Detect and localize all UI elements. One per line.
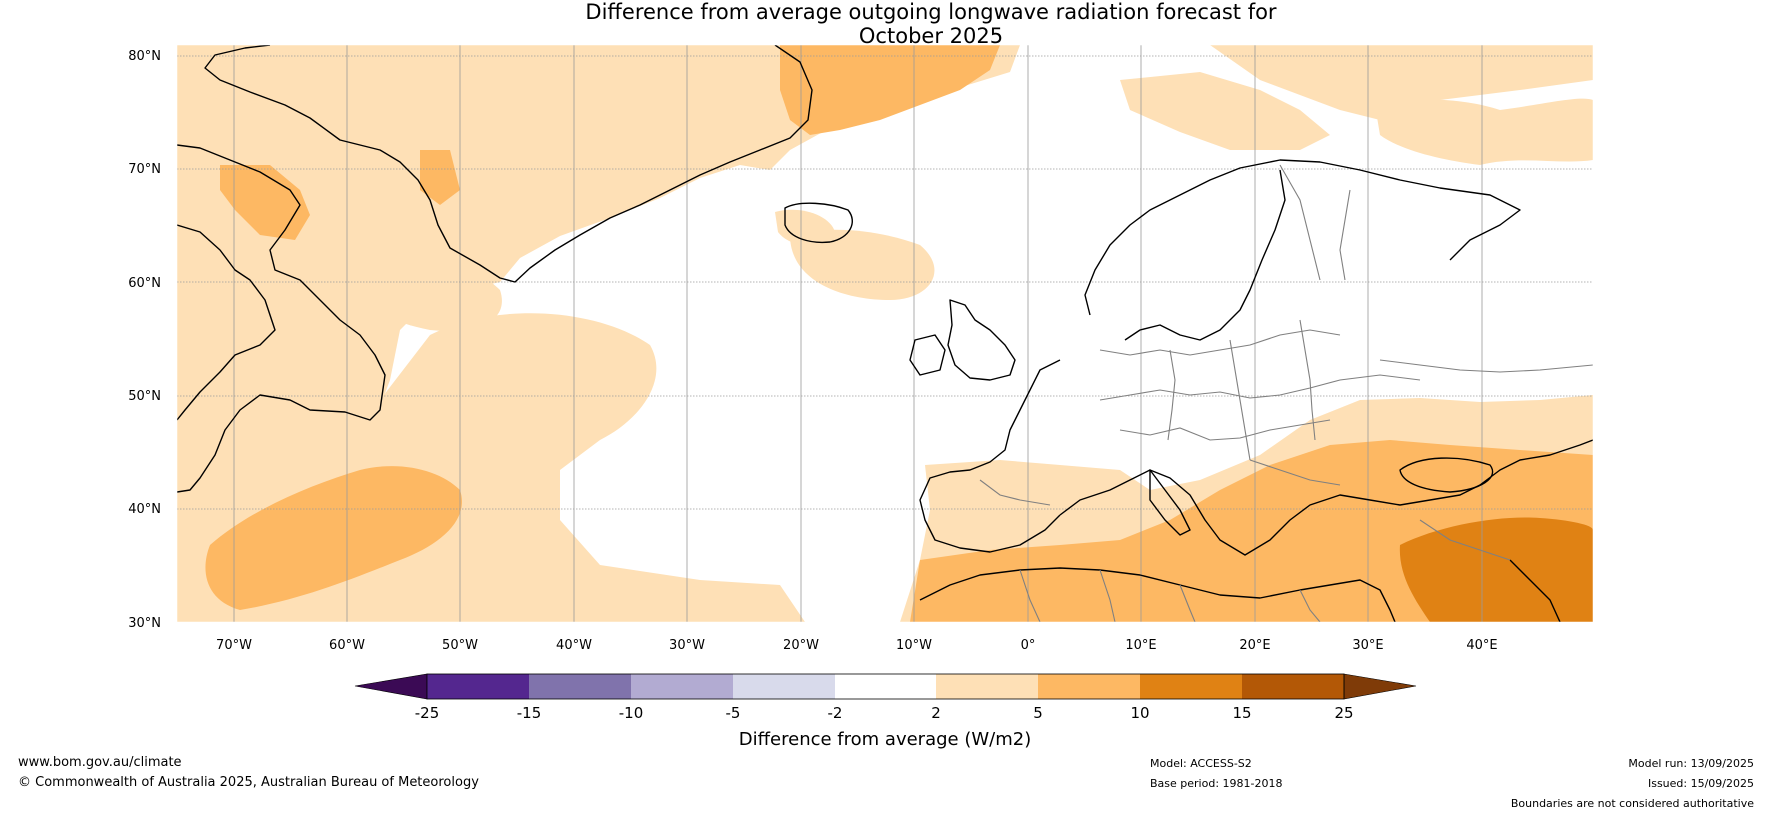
- colorbar-outline: [426, 673, 1345, 700]
- colorbar-low-extend: [354, 673, 428, 700]
- colorbar-bin-minus10-to-minus5: [631, 674, 733, 699]
- graticule: [177, 45, 1593, 622]
- colorbar-tick-15: 15: [1232, 704, 1251, 722]
- anomaly-10-to-15-region: [1399, 517, 1593, 622]
- map-frame: [176, 44, 1594, 623]
- baffin-coast: [177, 224, 276, 421]
- colorbar-tick-minus2: -2: [828, 704, 843, 722]
- lon-label-50w: 50°W: [442, 638, 478, 653]
- colorbar-tick-minus15: -15: [517, 704, 542, 722]
- colorbar-label: Difference from average (W/m2): [739, 729, 1031, 750]
- coastlines: [177, 45, 1593, 622]
- footer-model: Model: ACCESS-S2: [1150, 757, 1252, 770]
- longitude-labels: 70°W 60°W 50°W 40°W 30°W 20°W 10°W 0° 10…: [216, 638, 1498, 653]
- footer-website[interactable]: www.bom.gov.au/climate: [18, 755, 182, 770]
- lon-label-10w: 10°W: [896, 638, 932, 653]
- colorbar-bin-minus25-to-minus15: [427, 674, 529, 699]
- north-america-coast: [177, 144, 386, 493]
- colorbar-tick-10: 10: [1130, 704, 1149, 722]
- footer-model-run: Model run: 13/09/2025: [1628, 757, 1754, 770]
- ireland-coast: [909, 334, 946, 376]
- lon-label-20e: 20°E: [1239, 638, 1270, 653]
- colorbar-bin-15-to-25: [1242, 674, 1344, 699]
- lon-label-0: 0°: [1021, 638, 1036, 653]
- europe-atlantic-coast: [919, 359, 1061, 553]
- lon-label-20w: 20°W: [783, 638, 819, 653]
- lat-label-80n: 80°N: [128, 49, 161, 64]
- country-borders: [979, 164, 1593, 622]
- baltic-coast: [1124, 169, 1286, 341]
- title-line-2: October 2025: [858, 24, 1004, 48]
- scandinavia-coast: [1084, 159, 1521, 316]
- lon-label-40e: 40°E: [1466, 638, 1497, 653]
- lon-label-70w: 70°W: [216, 638, 252, 653]
- iceland-coast: [784, 202, 853, 244]
- footer-issued: Issued: 15/09/2025: [1647, 777, 1754, 790]
- north-africa-coast: [919, 567, 1396, 622]
- colorbar-tick-5: 5: [1033, 704, 1043, 722]
- colorbar-bin-10-to-15: [1140, 674, 1242, 699]
- red-sea-coast: [1509, 559, 1561, 622]
- british-isles-coast: [947, 299, 1016, 381]
- lon-label-10e: 10°E: [1125, 638, 1156, 653]
- lat-label-60n: 60°N: [128, 276, 161, 291]
- colorbar-tick-minus10: -10: [619, 704, 644, 722]
- colorbar-tick-2: 2: [931, 704, 941, 722]
- lon-label-60w: 60°W: [329, 638, 365, 653]
- latitude-labels: 80°N 70°N 60°N 50°N 40°N 30°N: [128, 49, 161, 631]
- colorbar-tick-minus25: -25: [415, 704, 440, 722]
- lat-label-50n: 50°N: [128, 389, 161, 404]
- footer-base-period: Base period: 1981-2018: [1150, 777, 1283, 790]
- greenland-coast: [204, 45, 813, 283]
- lat-label-70n: 70°N: [128, 162, 161, 177]
- lon-label-30e: 30°E: [1352, 638, 1383, 653]
- colorbar-bin-minus5-to-minus2: [733, 674, 835, 699]
- italy-coast: [1149, 469, 1191, 536]
- colorbar-bin-minus2-to-2: [835, 674, 936, 699]
- lon-label-30w: 30°W: [669, 638, 705, 653]
- mediterranean-north-coast: [1059, 439, 1593, 556]
- colorbar-high-extend: [1343, 673, 1417, 700]
- colorbar-bin-2-to-5: [936, 674, 1038, 699]
- colorbar: -25 -15 -10 -5 -2 2 5 10 15 25 Differenc…: [354, 673, 1417, 750]
- lat-label-40n: 40°N: [128, 502, 161, 517]
- meridians: [233, 45, 1483, 622]
- footer-disclaimer: Boundaries are not considered authoritat…: [1510, 797, 1754, 810]
- colorbar-tick-minus5: -5: [726, 704, 741, 722]
- lon-label-40w: 40°W: [556, 638, 592, 653]
- colorbar-tick-labels: -25 -15 -10 -5 -2 2 5 10 15 25: [415, 704, 1354, 722]
- colorbar-tick-25: 25: [1334, 704, 1353, 722]
- lat-label-30n: 30°N: [128, 616, 161, 631]
- footer-copyright: © Commonwealth of Australia 2025, Austra…: [18, 775, 479, 790]
- chart-title: Difference from average outgoing longwav…: [0, 0, 1770, 48]
- colorbar-bin-5-to-10: [1038, 674, 1140, 699]
- black-sea-coast: [1399, 457, 1494, 493]
- map-area: [177, 45, 1593, 622]
- title-line-1: Difference from average outgoing longwav…: [585, 0, 1277, 24]
- colorbar-bin-minus15-to-minus10: [529, 674, 631, 699]
